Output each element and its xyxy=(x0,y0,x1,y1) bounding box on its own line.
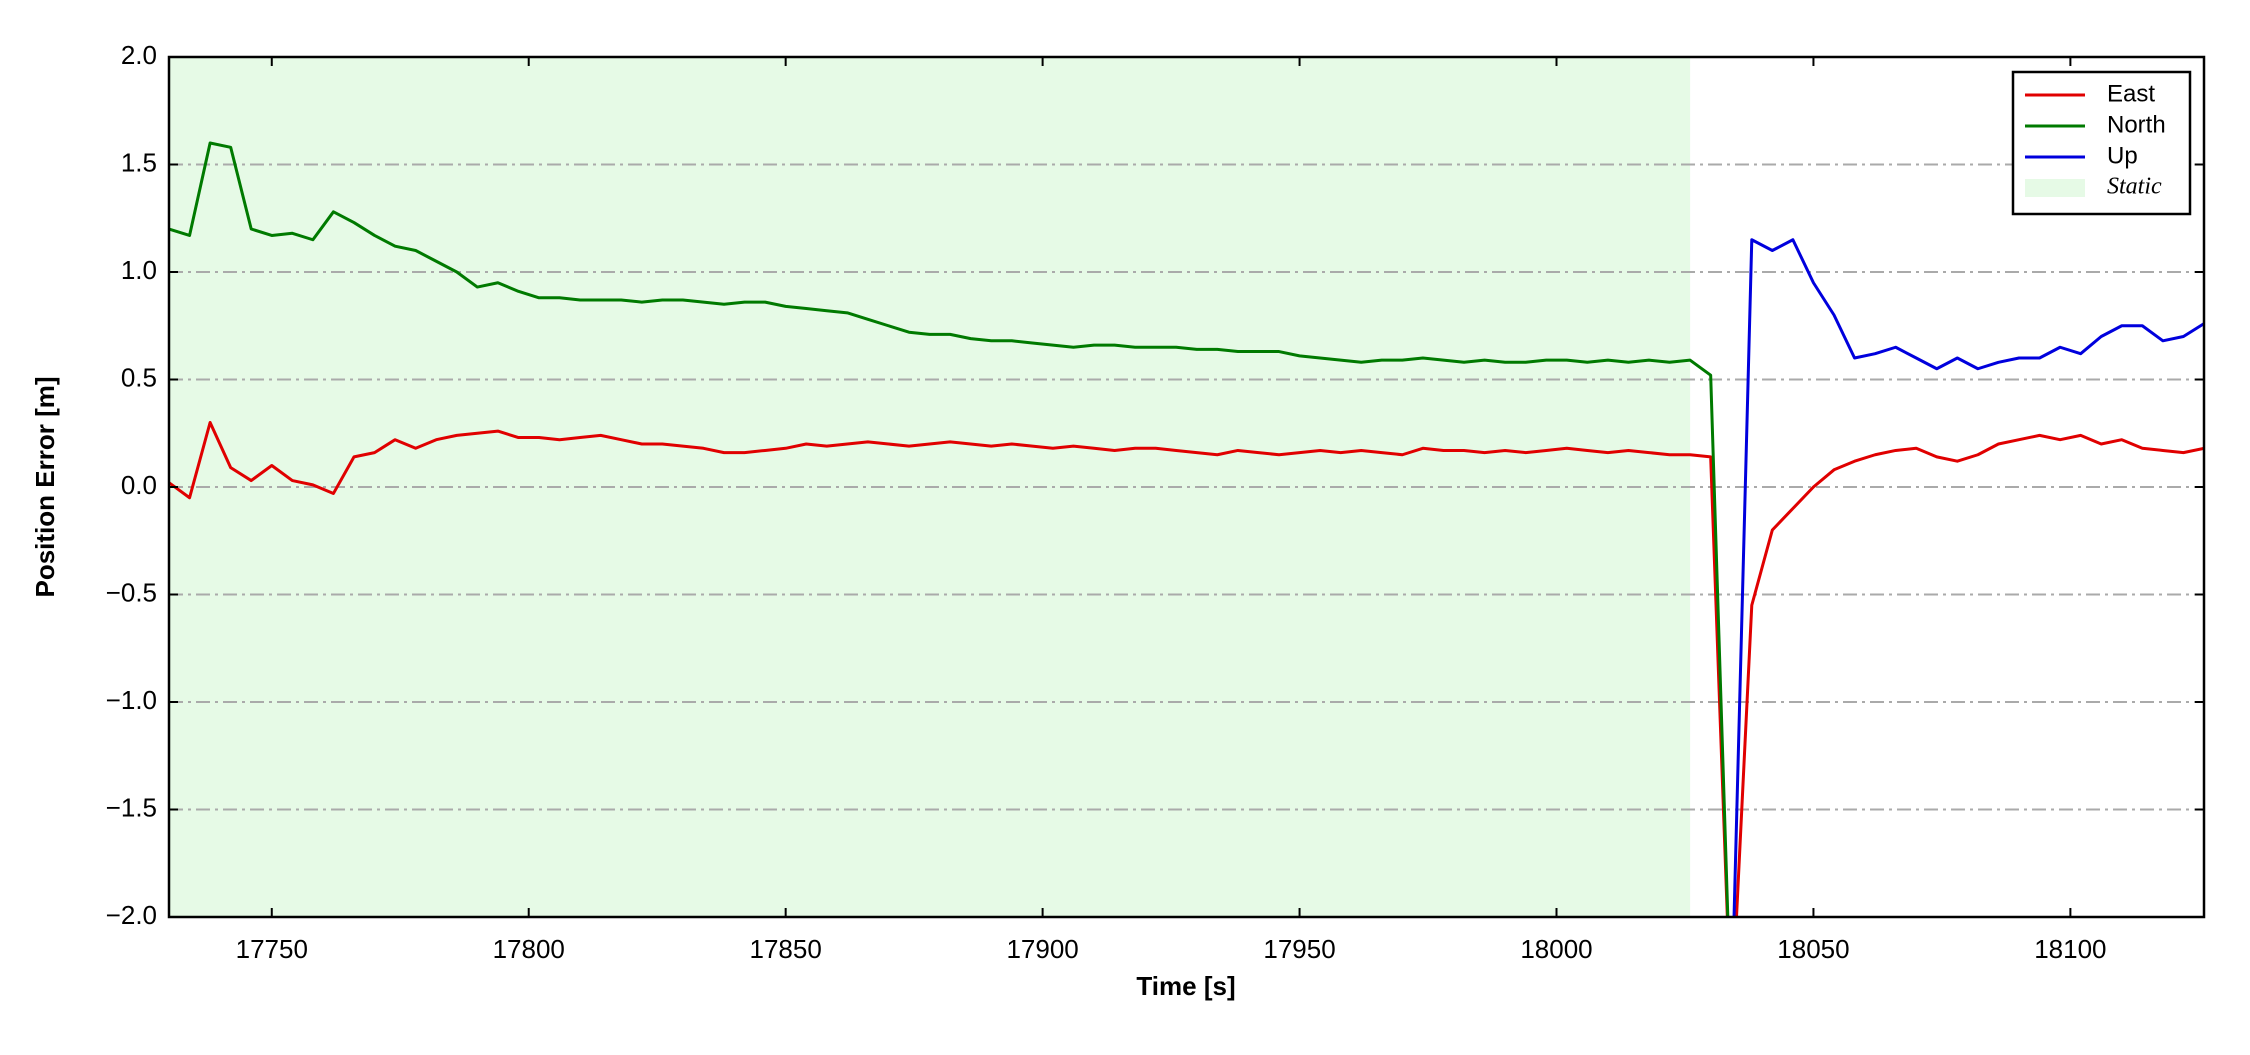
legend-label: Static xyxy=(2107,174,2162,200)
x-tick-label: 17750 xyxy=(236,934,308,964)
y-tick-label: −1.5 xyxy=(106,792,157,822)
y-tick-label: −0.5 xyxy=(106,577,157,607)
y-axis-label: Position Error [m] xyxy=(30,376,60,597)
x-axis-label: Time [s] xyxy=(1136,971,1235,1001)
legend-label: North xyxy=(2107,111,2166,138)
y-tick-label: 1.5 xyxy=(121,147,157,177)
lines-layer xyxy=(169,141,2204,917)
y-tick-label: −2.0 xyxy=(106,900,157,930)
legend-label: East xyxy=(2107,80,2155,107)
ticks-layer: −2.0 −1.5 −1.0 −0.5 0.0 0.5 1.0 1.5 2.0 17750 1780… xyxy=(106,40,2204,964)
series-line xyxy=(169,141,1730,917)
y-tick-label: −1.0 xyxy=(106,685,157,715)
y-tick-label: 2.0 xyxy=(121,40,157,70)
series-line xyxy=(1732,238,2204,917)
x-tick-label: 17950 xyxy=(1263,934,1335,964)
x-tick-label: 18100 xyxy=(2034,934,2106,964)
x-tick-label: 18050 xyxy=(1777,934,1849,964)
legend-label: Up xyxy=(2107,142,2138,169)
y-tick-label: 0.0 xyxy=(121,470,157,500)
x-tick-label: 17800 xyxy=(493,934,565,964)
x-tick-label: 17900 xyxy=(1006,934,1078,964)
x-tick-label: 18000 xyxy=(1520,934,1592,964)
legend: East North Up Static xyxy=(2011,70,2192,216)
series-line xyxy=(169,421,2204,917)
y-tick-label: 0.5 xyxy=(121,362,157,392)
legend-swatch xyxy=(2025,179,2085,197)
x-tick-label: 17850 xyxy=(750,934,822,964)
y-tick-label: 1.0 xyxy=(121,255,157,285)
